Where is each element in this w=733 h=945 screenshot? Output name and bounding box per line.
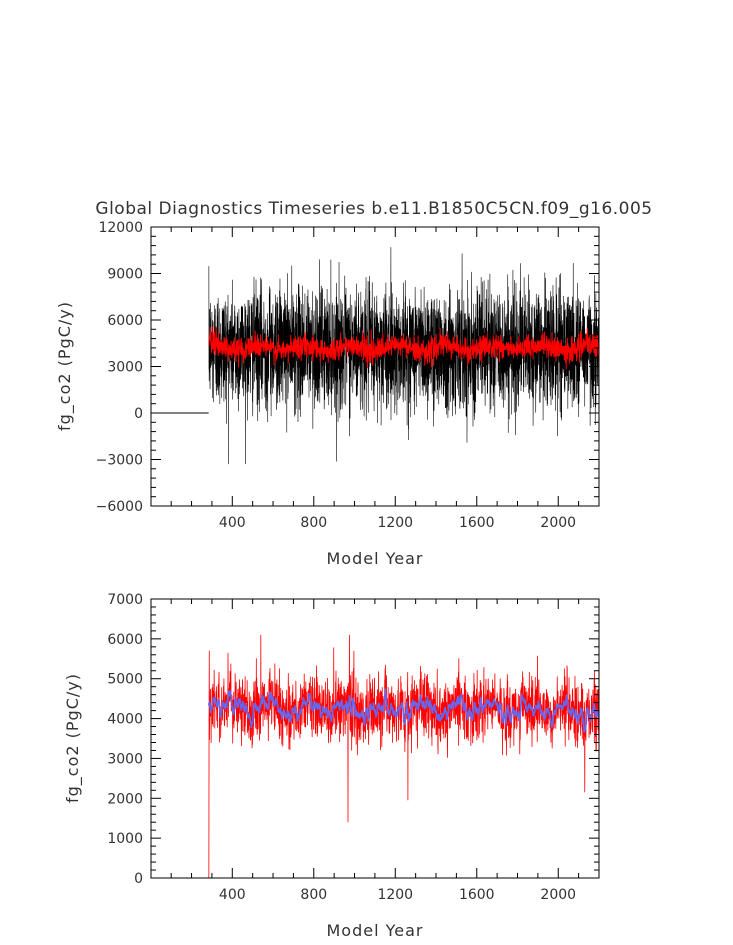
y-tick-label: 1000 [107, 831, 143, 847]
y-tick-label: 6000 [107, 632, 143, 648]
y-axis-label-bottom: fg_co2 (PgC/y) [63, 673, 83, 803]
y-tick-label: 2000 [107, 791, 143, 807]
y-tick-label: 12000 [98, 220, 143, 236]
y-tick-label: 3000 [107, 360, 143, 376]
series-layer-bottom [208, 634, 600, 879]
y-tick-label: 5000 [107, 672, 143, 688]
series-monthly-line [208, 247, 600, 465]
chart-panel-bottom: 400 800 1200 1600 2000 0 1000 2000 3000 4000 5000 6… [63, 592, 600, 940]
series-annual-line [208, 326, 600, 370]
y-axis-label-top: fg_co2 (PgC/y) [55, 301, 75, 431]
x-axis-label-bottom: Model Year [327, 921, 424, 940]
y-tick-label: 6000 [107, 313, 143, 329]
x-tick-label: 1200 [377, 515, 413, 531]
x-axis-label-top: Model Year [327, 549, 424, 568]
tick-labels-bottom: 400 800 1200 1600 2000 0 1000 2000 3000 4000 5000 6… [107, 592, 576, 903]
y-tick-label: 4000 [107, 712, 143, 728]
x-tick-label: 400 [219, 887, 246, 903]
x-tick-label: 1600 [459, 887, 495, 903]
x-tick-label: 800 [300, 515, 327, 531]
x-tick-label: 2000 [540, 515, 576, 531]
x-tick-label: 2000 [540, 887, 576, 903]
y-tick-label: 9000 [107, 267, 143, 283]
series-smoothed-line [208, 688, 600, 733]
y-tick-label: −6000 [96, 499, 143, 515]
x-tick-label: 800 [300, 887, 327, 903]
series-annual-line [208, 634, 600, 879]
series-layer-top [151, 247, 600, 465]
y-tick-label: 3000 [107, 751, 143, 767]
figure-title: Global Diagnostics Timeseries b.e11.B185… [95, 199, 652, 219]
x-tick-label: 1200 [377, 887, 413, 903]
y-tick-label: −3000 [96, 453, 143, 469]
chart-panel-top: 400 800 1200 1600 2000 −6000 −3000 0 3000 6000 900… [55, 220, 600, 568]
y-tick-label: 7000 [107, 592, 143, 608]
ticks-top [151, 226, 599, 507]
y-tick-label: 0 [134, 406, 143, 422]
x-tick-label: 1600 [459, 515, 495, 531]
ticks-bottom [151, 598, 599, 879]
tick-labels-top: 400 800 1200 1600 2000 −6000 −3000 0 3000 6000 900… [96, 220, 576, 531]
x-tick-label: 400 [219, 515, 246, 531]
y-tick-label: 0 [134, 871, 143, 887]
